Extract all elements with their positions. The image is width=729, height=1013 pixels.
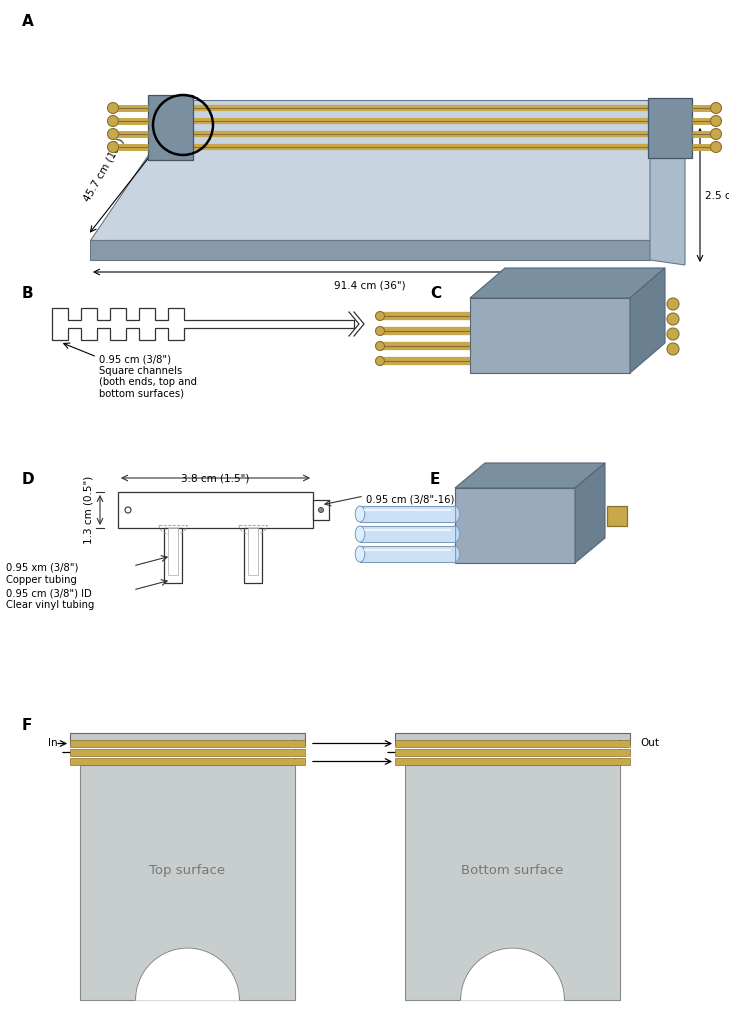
Polygon shape [136, 948, 240, 1000]
Text: A: A [22, 14, 34, 29]
Text: D: D [22, 472, 34, 487]
Bar [360, 546, 455, 562]
Polygon shape [148, 95, 193, 160]
Bar [313, 500, 329, 520]
Text: Bottom surface: Bottom surface [461, 864, 564, 877]
Circle shape [375, 326, 384, 335]
Text: In: In [48, 738, 58, 749]
Bar [118, 492, 313, 528]
Bar [395, 733, 630, 745]
Text: Out: Out [640, 738, 659, 749]
Polygon shape [648, 98, 692, 158]
Bar [168, 528, 178, 575]
Circle shape [667, 343, 679, 355]
Circle shape [375, 312, 384, 320]
Circle shape [107, 115, 119, 127]
Circle shape [319, 508, 324, 513]
Text: C: C [430, 286, 441, 301]
Polygon shape [470, 268, 665, 298]
Ellipse shape [355, 546, 364, 562]
Polygon shape [455, 488, 575, 563]
Text: 0.95 xm (3/8")
Copper tubing: 0.95 xm (3/8") Copper tubing [6, 563, 79, 585]
Circle shape [667, 328, 679, 340]
Polygon shape [90, 100, 650, 240]
Bar [70, 758, 305, 765]
Ellipse shape [355, 526, 364, 542]
Circle shape [667, 313, 679, 325]
Circle shape [667, 298, 679, 310]
Polygon shape [455, 463, 605, 488]
Text: 0.95 cm (3/8") ID
Clear vinyl tubing: 0.95 cm (3/8") ID Clear vinyl tubing [6, 588, 94, 610]
Circle shape [711, 115, 722, 127]
Circle shape [375, 357, 384, 366]
Text: 1.3 cm (0.5"): 1.3 cm (0.5") [84, 476, 94, 544]
Circle shape [107, 129, 119, 140]
Polygon shape [470, 298, 630, 373]
Polygon shape [650, 100, 685, 265]
Bar [360, 526, 455, 542]
Bar [70, 733, 305, 745]
Text: B: B [22, 286, 34, 301]
Text: 0.95 cm (3/8"-16)
Threaded brass plug: 0.95 cm (3/8"-16) Threaded brass plug [366, 494, 469, 516]
Text: 45.7 cm (18"): 45.7 cm (18") [82, 137, 127, 204]
Bar [405, 765, 620, 1000]
Circle shape [107, 142, 119, 153]
Circle shape [711, 129, 722, 140]
Bar [248, 528, 258, 575]
Ellipse shape [355, 506, 364, 522]
Bar [244, 528, 262, 583]
Text: E: E [430, 472, 440, 487]
Polygon shape [630, 268, 665, 373]
Bar [395, 749, 630, 756]
Circle shape [711, 102, 722, 113]
Text: 0.95 cm (3/8")
Square channels
(both ends, top and
bottom surfaces): 0.95 cm (3/8") Square channels (both end… [99, 354, 197, 399]
Circle shape [711, 142, 722, 153]
Text: 2.5 cm (1"): 2.5 cm (1") [705, 190, 729, 200]
Circle shape [107, 102, 119, 113]
Polygon shape [90, 240, 650, 260]
Bar [395, 758, 630, 765]
Bar [80, 765, 295, 1000]
Text: 91.4 cm (36"): 91.4 cm (36") [334, 280, 406, 290]
Polygon shape [575, 463, 605, 563]
Bar [164, 528, 182, 583]
Text: F: F [22, 718, 32, 733]
Ellipse shape [451, 506, 460, 522]
Ellipse shape [451, 526, 460, 542]
Bar [360, 506, 455, 522]
Text: Top surface: Top surface [149, 864, 225, 877]
Text: 3.8 cm (1.5"): 3.8 cm (1.5") [182, 473, 250, 483]
Bar [395, 741, 630, 747]
Circle shape [375, 341, 384, 350]
Bar [70, 741, 305, 747]
Bar [70, 749, 305, 756]
Ellipse shape [451, 546, 460, 562]
Bar [607, 506, 627, 526]
Polygon shape [52, 308, 354, 340]
Polygon shape [461, 948, 564, 1000]
